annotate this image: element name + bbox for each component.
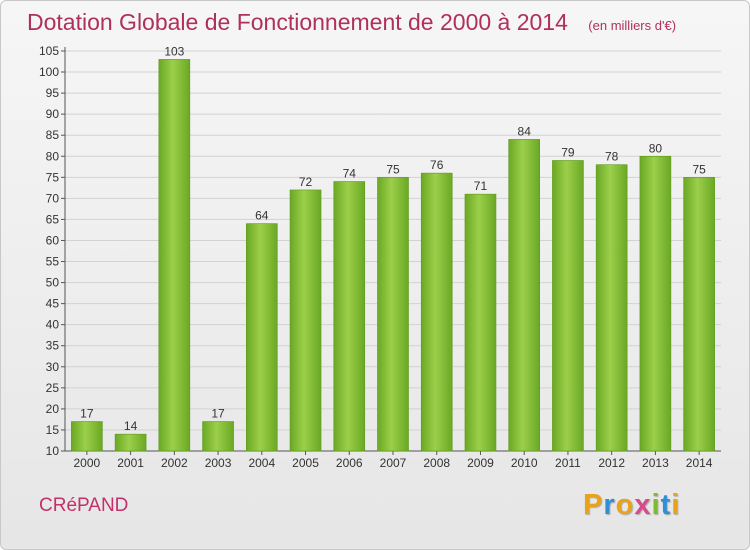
chart-title: Dotation Globale de Fonctionnement de 20… — [27, 9, 676, 36]
x-tick-label-2002: 2002 — [161, 456, 188, 470]
x-tick-label-2003: 2003 — [205, 456, 232, 470]
x-tick-label-2008: 2008 — [423, 456, 450, 470]
logo-letter: x — [634, 489, 652, 521]
labels: 10 15 20 25 30 35 40 45 50 55 60 65 70 75 80 85 90 95 100 1… — [39, 44, 713, 470]
logo-letter: r — [603, 489, 616, 521]
y-tick-label: 70 — [46, 191, 60, 205]
y-tick-label: 55 — [46, 255, 60, 269]
y-tick-label: 80 — [46, 149, 60, 163]
x-tick-label-2010: 2010 — [511, 456, 538, 470]
x-tick-label-2009: 2009 — [467, 456, 494, 470]
data-label-2001: 14 — [124, 419, 138, 433]
bar-2000 — [71, 421, 103, 452]
x-tick-label-2001: 2001 — [117, 456, 144, 470]
x-tick-label-2005: 2005 — [292, 456, 319, 470]
y-tick-label: 75 — [46, 170, 60, 184]
bar-2009 — [464, 193, 497, 452]
bar-2013 — [639, 155, 672, 452]
x-tick-label-2006: 2006 — [336, 456, 363, 470]
bar-2001 — [114, 433, 147, 452]
bars — [71, 59, 715, 452]
x-tick-label-2011: 2011 — [555, 456, 581, 470]
bar-2012 — [595, 164, 628, 452]
y-tick-label: 95 — [46, 86, 60, 100]
y-tick-label: 90 — [46, 107, 60, 121]
chart-title-text: Dotation Globale de Fonctionnement de 20… — [27, 9, 568, 35]
logo-letter: i — [651, 489, 661, 521]
data-label-2013: 80 — [649, 141, 663, 155]
x-tick-label-2004: 2004 — [248, 456, 275, 470]
bar-2011 — [552, 160, 584, 452]
y-tick-label: 105 — [39, 44, 59, 58]
x-tick-label-2007: 2007 — [380, 456, 407, 470]
x-tick-label-2012: 2012 — [598, 456, 625, 470]
y-tick-label: 20 — [46, 402, 60, 416]
y-tick-label: 40 — [46, 318, 60, 332]
bar-2002 — [158, 59, 191, 452]
bar-2008 — [420, 172, 453, 452]
data-label-2004: 64 — [255, 209, 269, 223]
y-tick-label: 10 — [46, 444, 60, 458]
y-tick-label: 35 — [46, 339, 60, 353]
chart-subtitle: (en milliers d'€) — [588, 18, 677, 33]
data-label-2000: 17 — [80, 407, 94, 421]
x-tick-label-2014: 2014 — [686, 456, 713, 470]
y-tick-label: 65 — [46, 212, 60, 226]
data-label-2002: 103 — [164, 44, 184, 58]
data-label-2010: 84 — [518, 124, 532, 138]
data-label-2008: 76 — [430, 158, 444, 172]
bar-2014 — [683, 177, 715, 452]
y-tick-label: 50 — [46, 276, 60, 290]
bar-2003 — [202, 421, 234, 452]
y-tick-label: 45 — [46, 297, 60, 311]
y-tick-label: 100 — [39, 65, 59, 79]
y-tick-label: 60 — [46, 233, 60, 247]
y-tick-label: 30 — [46, 360, 60, 374]
bar-2006 — [333, 181, 366, 452]
logo-letter: i — [671, 489, 681, 521]
x-tick-label-2000: 2000 — [74, 456, 101, 470]
logo-letter: o — [615, 489, 635, 521]
commune-name: CRéPAND — [39, 495, 129, 516]
data-label-2011: 79 — [561, 145, 575, 159]
data-label-2003: 17 — [211, 407, 225, 421]
y-tick-label: 85 — [46, 128, 60, 142]
logo-letter: t — [660, 489, 672, 521]
bar-2010 — [508, 139, 541, 452]
data-label-2009: 71 — [474, 179, 488, 193]
y-tick-label: 25 — [46, 381, 60, 395]
data-label-2005: 72 — [299, 175, 313, 189]
x-tick-label-2013: 2013 — [642, 456, 669, 470]
bar-2005 — [289, 189, 322, 452]
data-label-2007: 75 — [386, 162, 400, 176]
data-label-2006: 74 — [343, 167, 357, 181]
bar-2004 — [246, 223, 278, 452]
logo-letter: P — [583, 489, 604, 521]
data-label-2012: 78 — [605, 150, 619, 164]
y-tick-label: 15 — [46, 423, 60, 437]
proxiti-logo: Proxiti — [583, 489, 680, 522]
bar-2007 — [377, 177, 409, 452]
data-label-2014: 75 — [692, 162, 706, 176]
